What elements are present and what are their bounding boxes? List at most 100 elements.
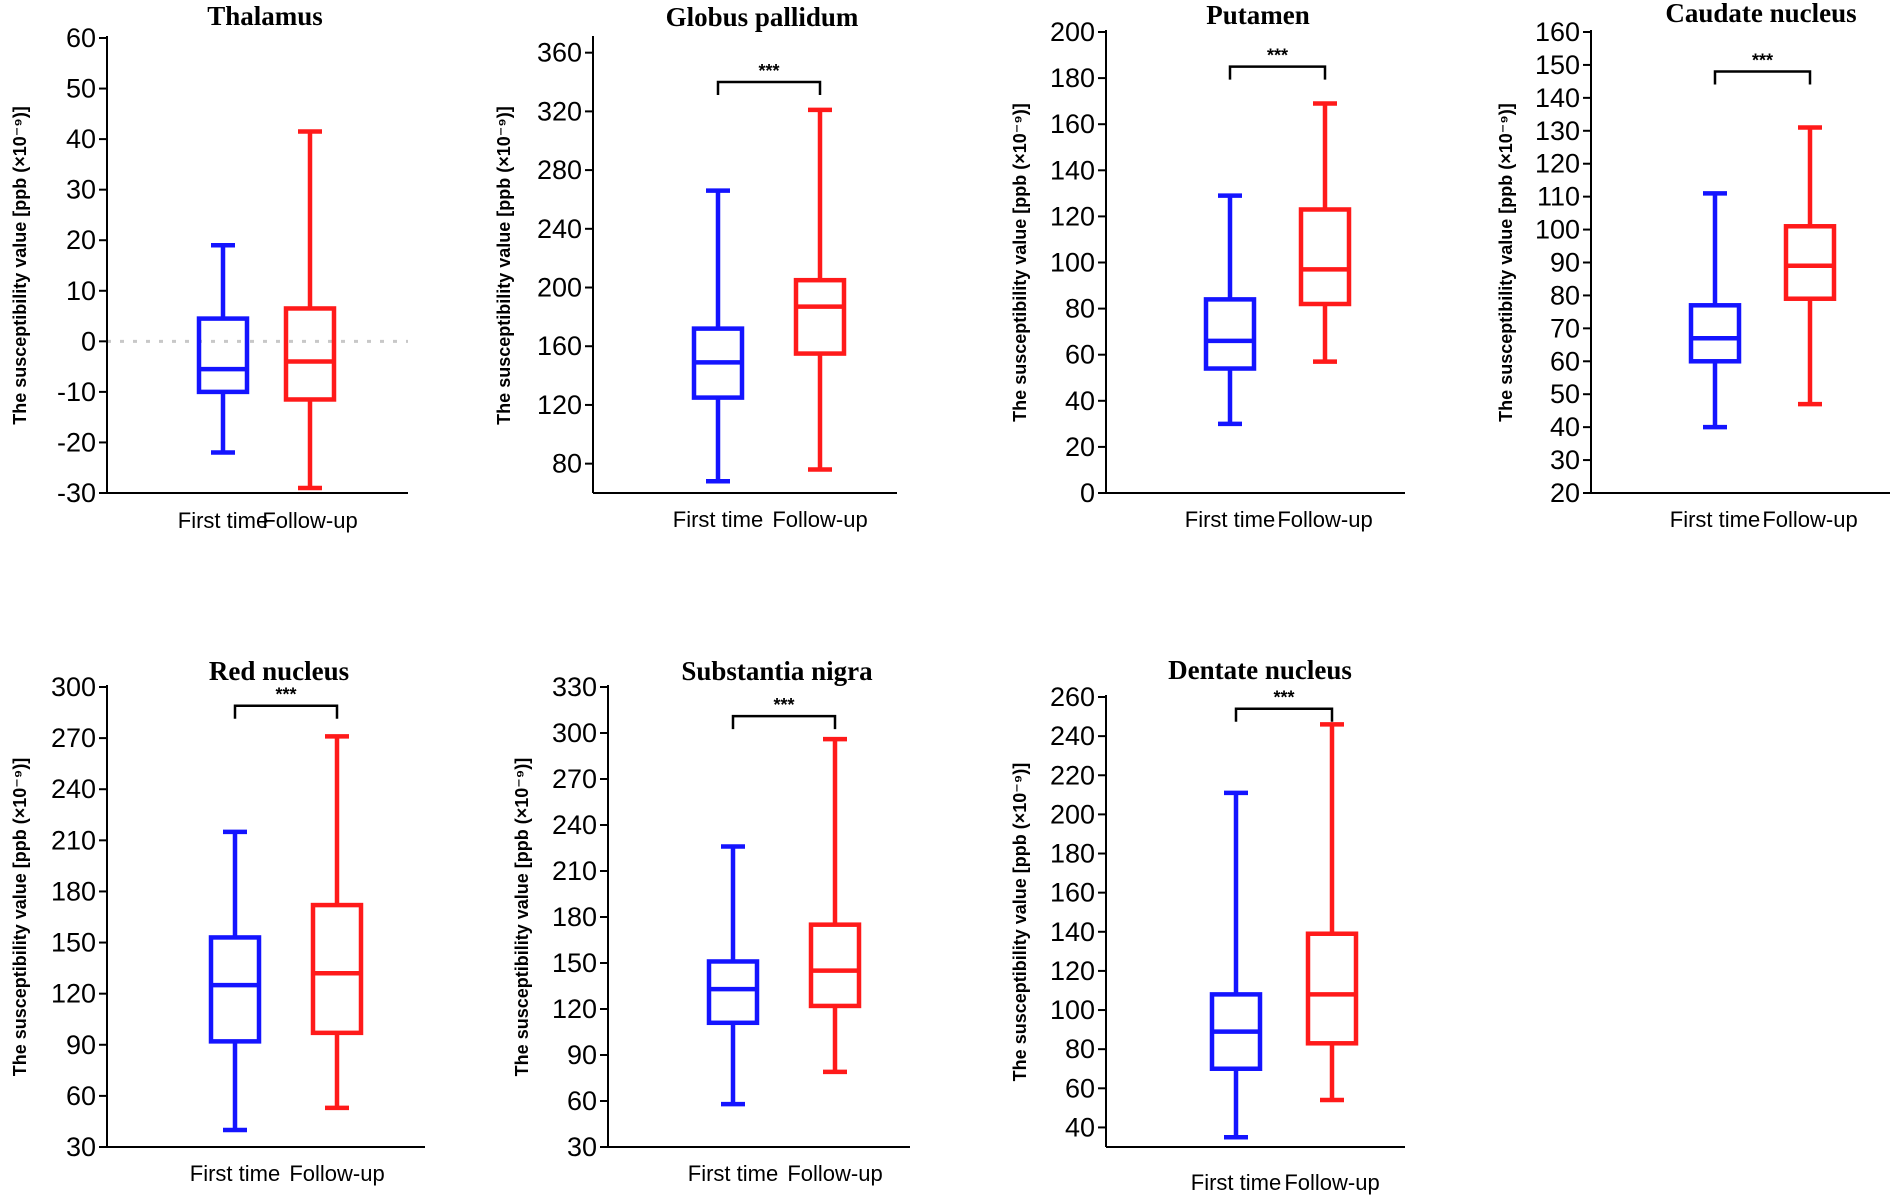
- y-tick-label: 20: [66, 225, 96, 255]
- iqr-box: [706, 959, 760, 1026]
- iqr-box: [283, 306, 337, 402]
- y-tick-label: 0: [1080, 478, 1095, 508]
- chart-panel: Putamen The susceptibility value [ppb (×1…: [1010, 0, 1405, 532]
- iqr-box: [208, 935, 262, 1044]
- significance-label: ***: [1273, 688, 1294, 708]
- y-tick-label: 270: [552, 764, 597, 794]
- y-tick-label: 30: [66, 1132, 96, 1162]
- significance-label: ***: [1267, 46, 1288, 66]
- y-tick-label: 160: [1535, 17, 1580, 47]
- iqr-box: [808, 922, 862, 1009]
- x-category-label: First time: [1185, 507, 1275, 532]
- x-category-label: Follow-up: [289, 1161, 384, 1186]
- y-tick-label: 240: [552, 810, 597, 840]
- y-tick-label: 180: [552, 902, 597, 932]
- y-tick-label: 30: [1550, 445, 1580, 475]
- y-tick-label: 60: [66, 1081, 96, 1111]
- y-tick-label: 40: [66, 124, 96, 154]
- significance-bracket: [233, 704, 339, 719]
- chart-panel: Caudate nucleus The susceptibility value …: [1496, 0, 1890, 532]
- y-tick-label: 0: [81, 326, 96, 356]
- x-category-label: First time: [1670, 507, 1760, 532]
- y-tick-label: 240: [1050, 721, 1095, 751]
- y-tick-label: 240: [51, 774, 96, 804]
- chart-panel: Globus pallidum The susceptibility value …: [494, 2, 897, 532]
- chart-panel: Thalamus The susceptibility value [ppb (×…: [10, 1, 408, 533]
- y-tick-label: 120: [1050, 956, 1095, 986]
- y-tick-label: 110: [1537, 182, 1580, 212]
- y-tick-label: 20: [1550, 478, 1580, 508]
- significance-bracket: [731, 714, 837, 730]
- y-tick-label: 30: [567, 1132, 597, 1162]
- y-tick-label: 20: [1065, 432, 1095, 462]
- chart-panel: Red nucleus The susceptibility value [ppb…: [10, 656, 425, 1186]
- significance-bracket: [1713, 70, 1812, 85]
- y-tick-label: 40: [1065, 386, 1095, 416]
- chart-title: Thalamus: [207, 1, 323, 31]
- y-axis-label: The susceptibility value [ppb (×10⁻⁹)]: [1010, 103, 1030, 422]
- significance-label: ***: [275, 685, 296, 705]
- y-tick-label: 90: [1550, 248, 1580, 278]
- significance-label: ***: [1752, 51, 1773, 71]
- y-tick-label: 140: [1050, 917, 1095, 947]
- x-category-label: Follow-up: [1762, 507, 1857, 532]
- x-category-label: Follow-up: [787, 1161, 882, 1186]
- y-tick-label: 120: [537, 390, 582, 420]
- y-tick-label: 300: [552, 718, 597, 748]
- y-tick-label: 280: [537, 155, 582, 185]
- y-tick-label: 80: [1065, 1034, 1095, 1064]
- y-tick-label: 140: [1050, 155, 1095, 185]
- significance-label: ***: [773, 695, 794, 715]
- x-category-label: First time: [190, 1161, 280, 1186]
- iqr-box: [1203, 297, 1257, 371]
- y-axis-label: The susceptibility value [ppb (×10⁻⁹)]: [494, 106, 514, 425]
- y-tick-label: 200: [537, 273, 582, 303]
- significance-bracket: [1228, 65, 1327, 80]
- chart-title: Dentate nucleus: [1168, 655, 1352, 685]
- iqr-box: [196, 316, 250, 395]
- x-category-label: Follow-up: [772, 507, 867, 532]
- y-tick-label: 90: [567, 1040, 597, 1070]
- y-tick-label: 40: [1065, 1112, 1095, 1142]
- y-tick-label: 60: [567, 1086, 597, 1116]
- y-tick-label: 300: [51, 672, 96, 702]
- y-tick-label: 80: [1550, 280, 1580, 310]
- x-category-label: Follow-up: [1284, 1170, 1379, 1195]
- y-tick-label: 160: [1050, 109, 1095, 139]
- y-tick-label: 60: [1065, 1073, 1095, 1103]
- y-tick-label: 150: [51, 928, 96, 958]
- x-category-label: First time: [1191, 1170, 1281, 1195]
- y-tick-label: 120: [1050, 201, 1095, 231]
- y-tick-label: 140: [1535, 83, 1580, 113]
- y-tick-label: 160: [1050, 878, 1095, 908]
- y-tick-label: 70: [1550, 313, 1580, 343]
- significance-bracket: [1234, 707, 1334, 722]
- y-tick-label: 40: [1550, 412, 1580, 442]
- y-tick-label: -20: [57, 427, 96, 457]
- y-tick-label: 60: [1550, 346, 1580, 376]
- significance-label: ***: [758, 61, 779, 81]
- y-axis-label: The susceptibility value [ppb (×10⁻⁹)]: [1496, 103, 1516, 422]
- chart-title: Caudate nucleus: [1665, 0, 1856, 28]
- chart-panel: Dentate nucleus The susceptibility value …: [1010, 655, 1405, 1195]
- y-tick-label: 180: [51, 876, 96, 906]
- y-tick-label: 320: [537, 96, 582, 126]
- y-tick-label: 120: [1535, 149, 1580, 179]
- chart-title: Substantia nigra: [681, 656, 873, 686]
- y-tick-label: 200: [1050, 17, 1095, 47]
- y-tick-label: 240: [537, 214, 582, 244]
- x-category-label: Follow-up: [1277, 507, 1372, 532]
- y-axis-label: The susceptibility value [ppb (×10⁻⁹)]: [10, 106, 30, 425]
- y-tick-label: 90: [66, 1030, 96, 1060]
- y-tick-label: 60: [66, 23, 96, 53]
- x-category-label: First time: [178, 508, 268, 533]
- iqr-box: [1305, 931, 1359, 1046]
- y-tick-label: 50: [1550, 379, 1580, 409]
- y-tick-label: 210: [552, 856, 597, 886]
- y-tick-label: 160: [537, 331, 582, 361]
- y-tick-label: -10: [57, 377, 96, 407]
- y-tick-label: 200: [1050, 799, 1095, 829]
- y-tick-label: 30: [66, 175, 96, 205]
- y-tick-label: 10: [66, 276, 96, 306]
